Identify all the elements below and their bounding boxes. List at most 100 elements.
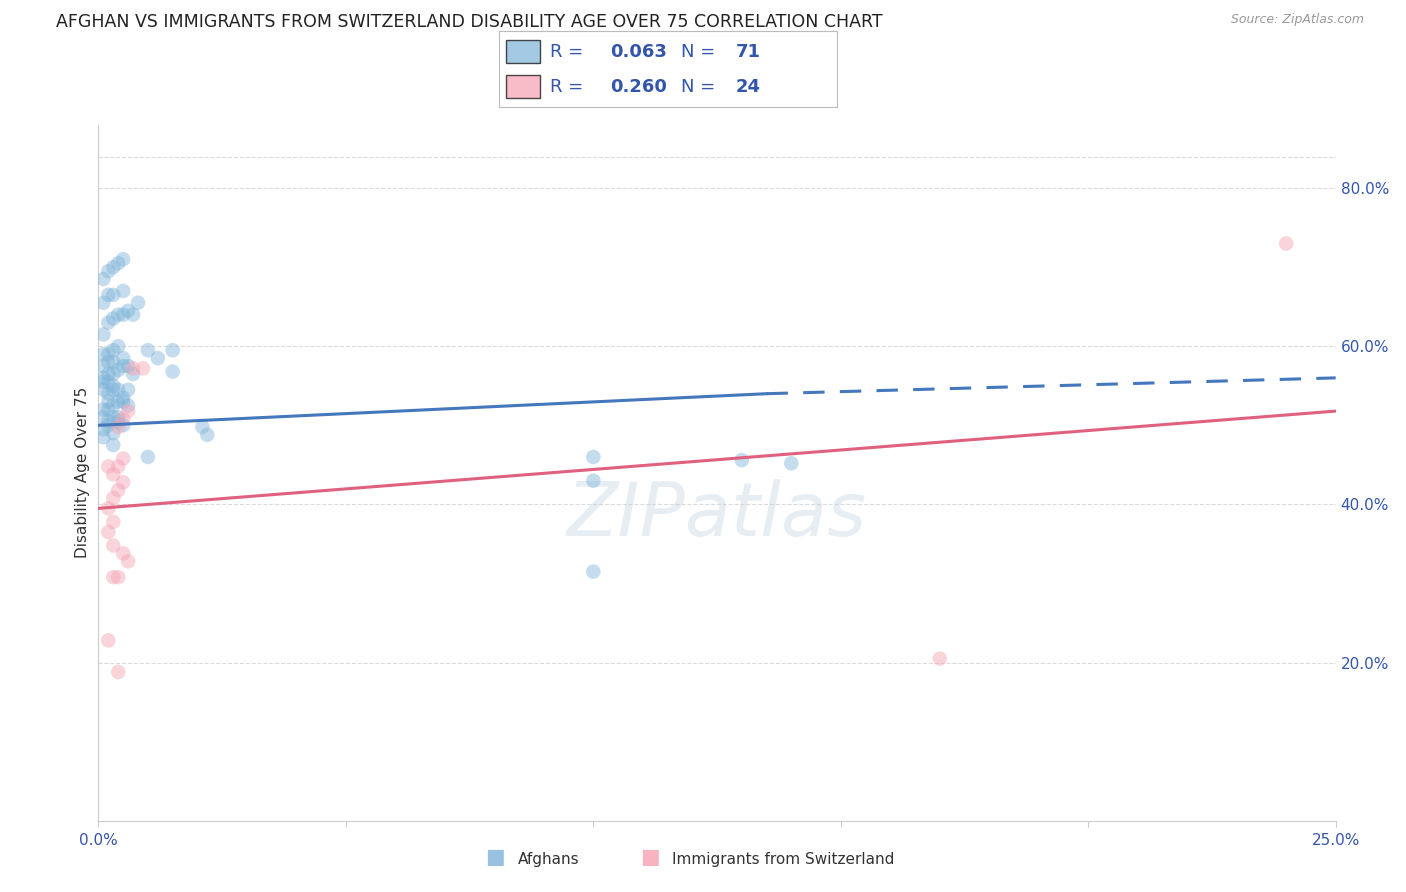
- Text: R =: R =: [550, 78, 589, 95]
- Point: [107, 308, 129, 322]
- Point: [97, 402, 120, 417]
- Point: [97, 459, 120, 474]
- Point: [146, 351, 169, 365]
- Point: [191, 420, 214, 434]
- Point: [112, 308, 135, 322]
- Point: [107, 339, 129, 353]
- Text: 24: 24: [735, 78, 761, 95]
- Point: [112, 391, 135, 405]
- Point: [1275, 236, 1298, 251]
- Point: [162, 343, 184, 358]
- Point: [107, 570, 129, 584]
- Point: [107, 410, 129, 425]
- Point: [97, 394, 120, 409]
- Point: [117, 404, 139, 418]
- Point: [582, 450, 605, 464]
- Point: [103, 410, 125, 425]
- Point: [107, 394, 129, 409]
- Point: [93, 347, 115, 361]
- Point: [112, 351, 135, 365]
- Point: [112, 418, 135, 433]
- Text: Immigrants from Switzerland: Immigrants from Switzerland: [672, 852, 894, 867]
- Point: [928, 651, 950, 665]
- Point: [103, 260, 125, 275]
- Text: ■: ■: [640, 847, 659, 867]
- Text: 0.260: 0.260: [610, 78, 668, 95]
- Point: [93, 383, 115, 397]
- Text: N =: N =: [682, 78, 721, 95]
- Point: [97, 501, 120, 516]
- Point: [107, 483, 129, 497]
- Point: [93, 371, 115, 385]
- Text: N =: N =: [682, 43, 721, 61]
- Point: [112, 475, 135, 490]
- Point: [103, 355, 125, 369]
- Point: [97, 347, 120, 361]
- Point: [122, 308, 145, 322]
- Point: [731, 453, 754, 467]
- Point: [117, 554, 139, 568]
- Point: [93, 402, 115, 417]
- Point: [93, 430, 115, 444]
- Point: [127, 295, 149, 310]
- Point: [780, 456, 803, 470]
- Text: 0.063: 0.063: [610, 43, 668, 61]
- Point: [93, 410, 115, 425]
- Point: [112, 252, 135, 267]
- Point: [97, 316, 120, 330]
- Point: [107, 383, 129, 397]
- Point: [93, 295, 115, 310]
- Point: [107, 420, 129, 434]
- Point: [93, 375, 115, 389]
- Point: [103, 515, 125, 529]
- Point: [103, 311, 125, 326]
- Point: [97, 288, 120, 302]
- Point: [103, 343, 125, 358]
- Point: [103, 426, 125, 441]
- Point: [97, 355, 120, 369]
- Point: [103, 539, 125, 553]
- Point: [107, 665, 129, 679]
- Point: [112, 412, 135, 426]
- Point: [582, 565, 605, 579]
- Point: [103, 288, 125, 302]
- Point: [136, 343, 159, 358]
- Point: [112, 546, 135, 560]
- Point: [162, 365, 184, 379]
- Point: [195, 427, 218, 442]
- Point: [93, 272, 115, 286]
- Point: [112, 394, 135, 409]
- Text: ■: ■: [485, 847, 505, 867]
- FancyBboxPatch shape: [506, 75, 540, 98]
- Point: [103, 383, 125, 397]
- Point: [117, 359, 139, 373]
- Point: [97, 264, 120, 278]
- Point: [93, 422, 115, 436]
- Point: [97, 418, 120, 433]
- Point: [112, 359, 135, 373]
- Point: [132, 361, 155, 376]
- Point: [103, 367, 125, 381]
- Point: [112, 451, 135, 466]
- Point: [97, 367, 120, 381]
- Point: [97, 386, 120, 401]
- Point: [103, 467, 125, 482]
- Text: ZIPatlas: ZIPatlas: [567, 478, 868, 550]
- Point: [97, 633, 120, 648]
- Point: [136, 450, 159, 464]
- Point: [117, 383, 139, 397]
- Point: [103, 438, 125, 452]
- Text: 71: 71: [735, 43, 761, 61]
- Text: Afghans: Afghans: [517, 852, 579, 867]
- Y-axis label: Disability Age Over 75: Disability Age Over 75: [75, 387, 90, 558]
- Point: [93, 359, 115, 373]
- Point: [107, 414, 129, 428]
- Point: [103, 491, 125, 505]
- FancyBboxPatch shape: [506, 40, 540, 63]
- Point: [107, 363, 129, 377]
- Point: [117, 303, 139, 318]
- Point: [97, 375, 120, 389]
- Point: [122, 361, 145, 376]
- Point: [107, 256, 129, 270]
- Point: [107, 459, 129, 474]
